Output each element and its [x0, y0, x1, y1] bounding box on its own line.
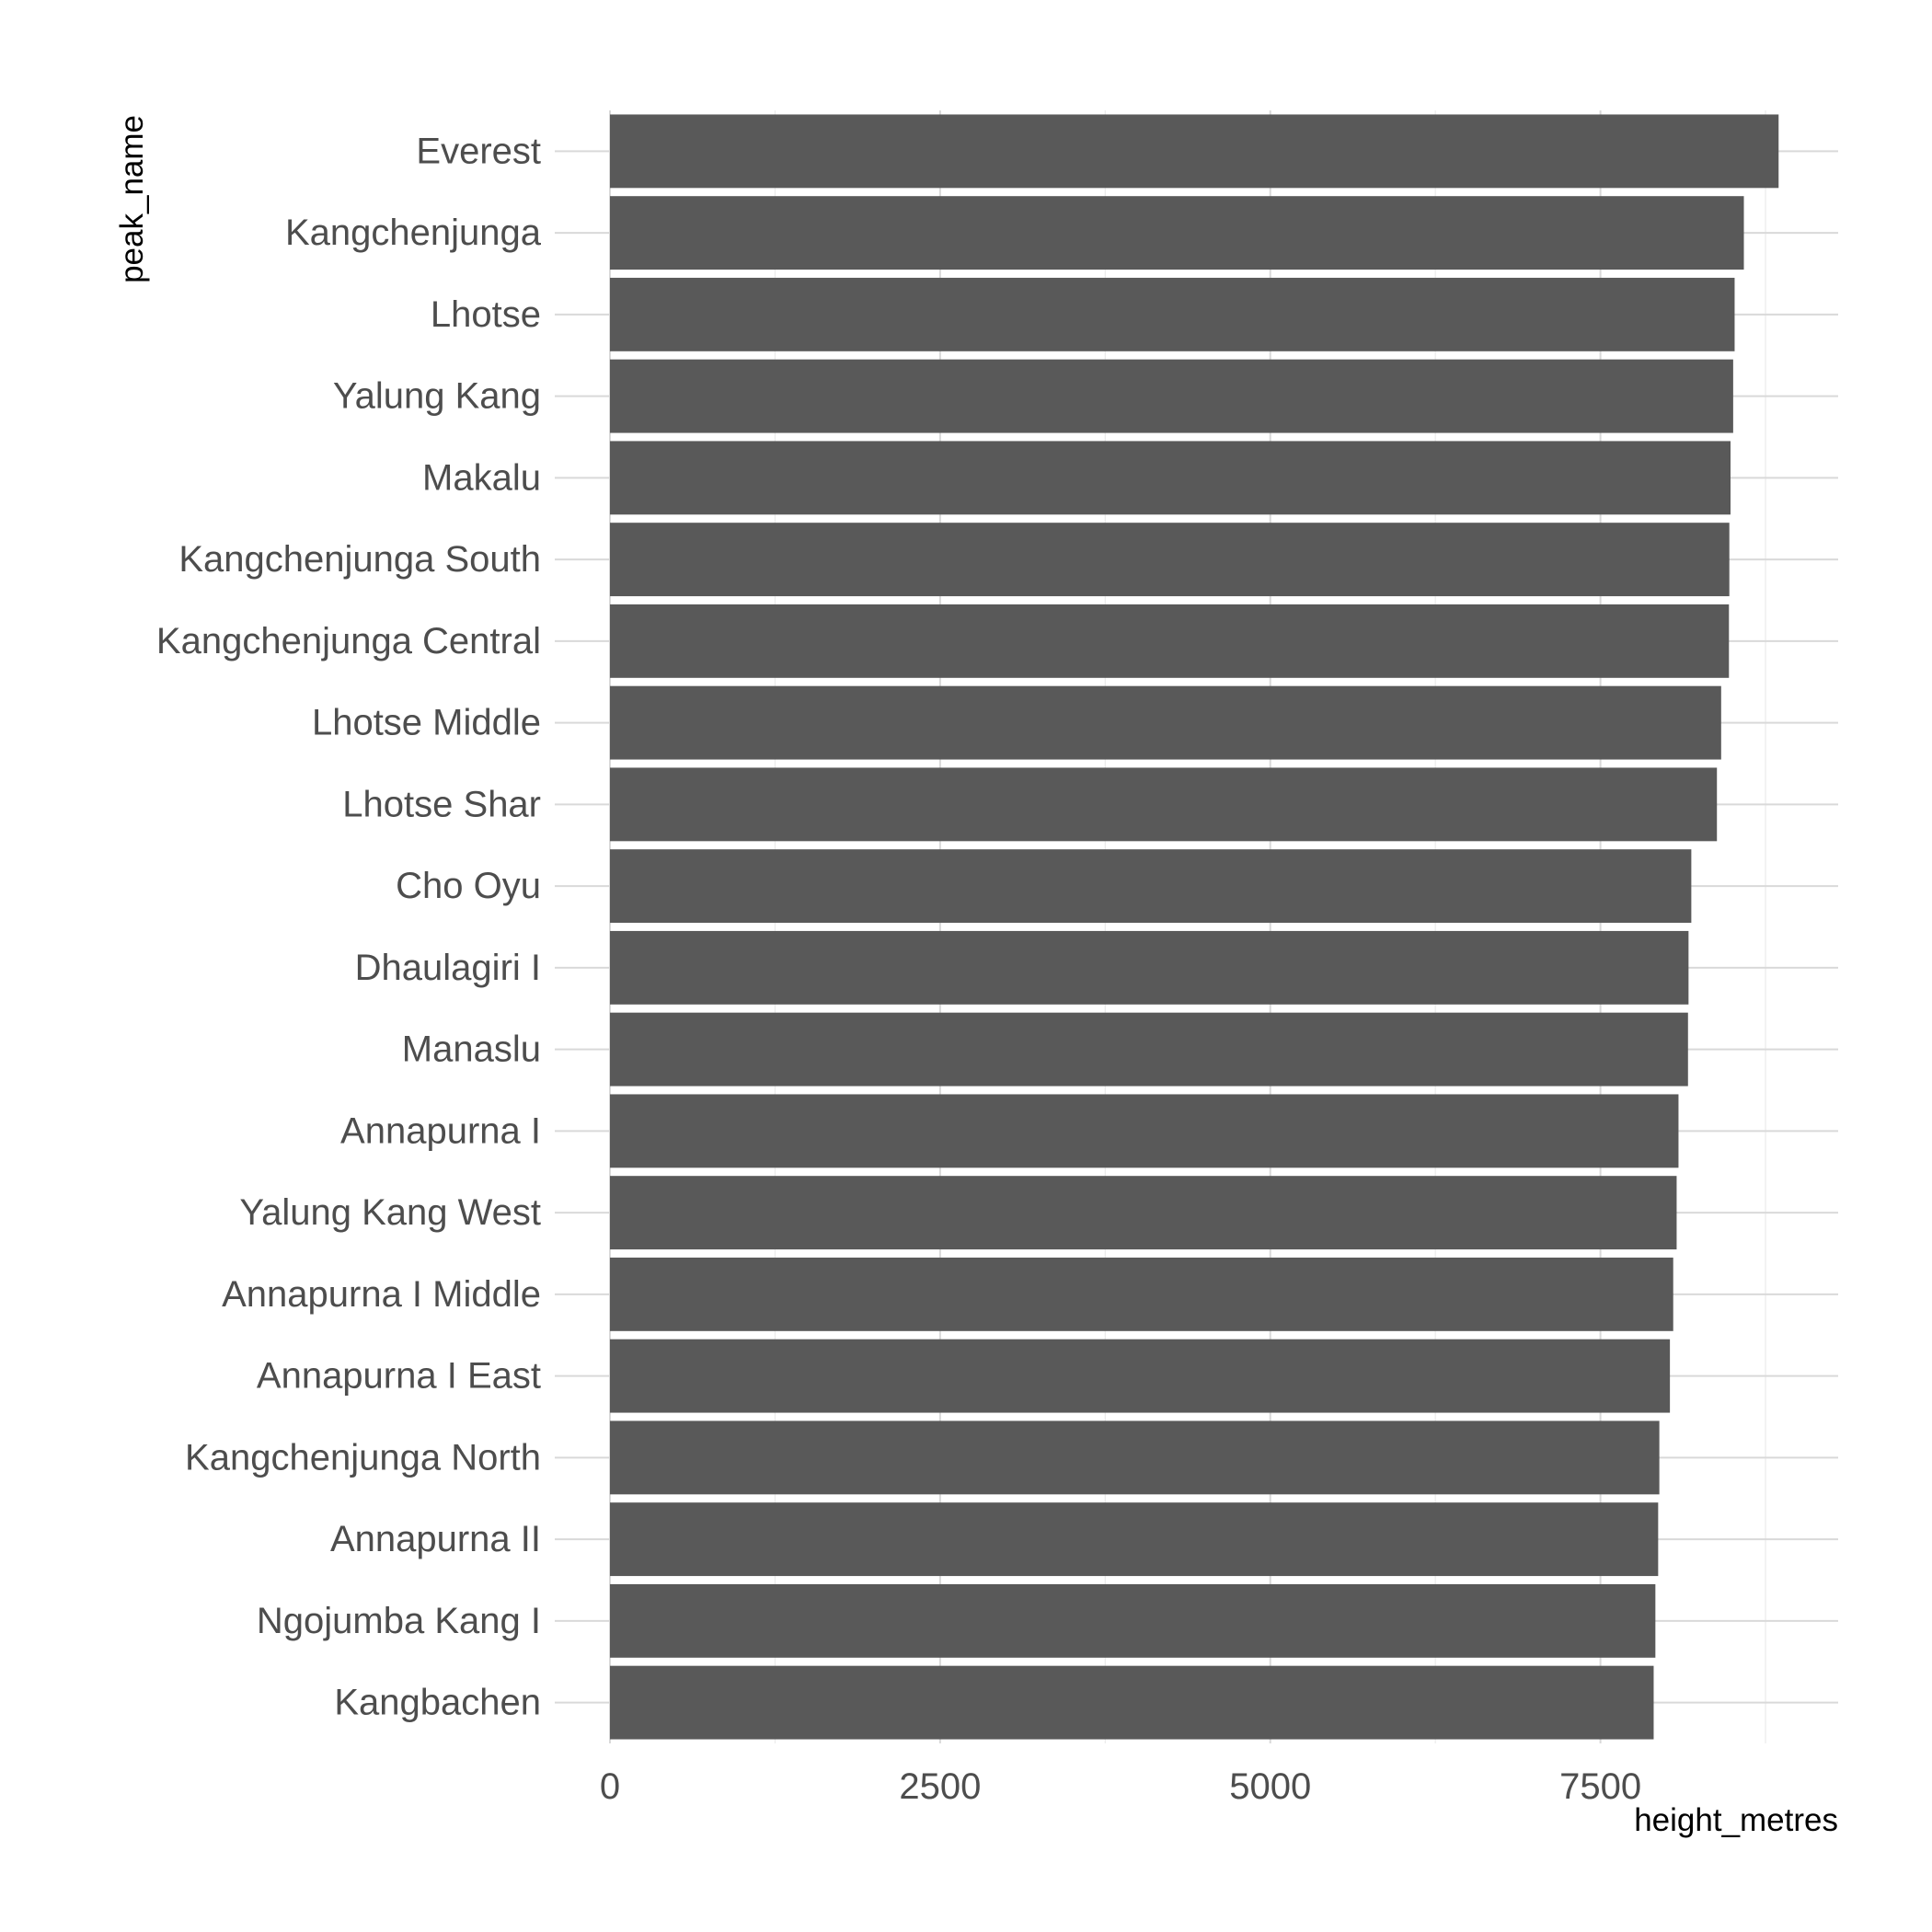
y-tick-label: Kangchenjunga: [285, 213, 542, 253]
y-tick-label: Makalu: [422, 457, 541, 498]
bar: [610, 277, 1735, 351]
bar: [610, 1339, 1671, 1413]
y-tick-label: Yalung Kang: [333, 376, 541, 417]
y-axis-title: peak_name: [114, 115, 150, 283]
major-gridlines: [555, 110, 1838, 1743]
bar: [610, 1012, 1688, 1087]
bar: [610, 359, 1733, 433]
bars: [610, 114, 1779, 1740]
y-tick-label: Annapurna I East: [257, 1356, 541, 1397]
y-tick-label: Dhaulagiri I: [355, 948, 541, 988]
x-axis-title: height_metres: [1634, 1802, 1838, 1838]
bar: [610, 1257, 1673, 1331]
bar: [610, 114, 1779, 189]
bar: [610, 767, 1718, 842]
y-tick-label: Kangbachen: [334, 1683, 541, 1723]
y-tick-label: Ngojumba Kang I: [257, 1601, 541, 1641]
bar: [610, 1420, 1660, 1495]
x-tick-label: 2500: [899, 1766, 981, 1807]
bar: [610, 1502, 1659, 1577]
x-tick-label: 5000: [1229, 1766, 1311, 1807]
bar: [610, 930, 1689, 1005]
x-tick-label: 7500: [1559, 1766, 1641, 1807]
bar: [610, 523, 1730, 597]
y-tick-labels: Everest Kangchenjunga Lhotse Yalung Kang Mak…: [156, 131, 542, 1722]
bar: [610, 1583, 1656, 1658]
bar: [610, 1665, 1654, 1740]
y-tick-label: Yalung Kang West: [239, 1192, 541, 1233]
y-tick-label: Kangchenjunga North: [185, 1437, 541, 1478]
y-tick-label: Lhotse Middle: [312, 703, 541, 743]
bar: [610, 196, 1744, 270]
y-tick-label: Annapurna I: [340, 1110, 541, 1151]
y-tick-label: Manaslu: [402, 1029, 541, 1070]
x-tick-label: 0: [600, 1766, 620, 1807]
y-tick-label: Annapurna I Middle: [222, 1274, 541, 1315]
y-tick-label: Kangchenjunga South: [178, 539, 541, 580]
y-tick-label: Everest: [416, 131, 541, 171]
bar: [610, 1176, 1677, 1250]
x-tick-labels: 0 2500 5000 7500: [600, 1766, 1641, 1807]
y-tick-label: Annapurna II: [330, 1519, 541, 1559]
bar: [610, 685, 1721, 760]
bar: [610, 441, 1731, 515]
bar: [610, 849, 1692, 924]
y-tick-label: Kangchenjunga Central: [156, 621, 541, 661]
bar: [610, 604, 1730, 678]
y-tick-label: Lhotse Shar: [342, 784, 541, 824]
y-tick-label: Cho Oyu: [396, 866, 541, 906]
bar: [610, 1094, 1679, 1168]
y-tick-label: Lhotse: [431, 294, 541, 335]
